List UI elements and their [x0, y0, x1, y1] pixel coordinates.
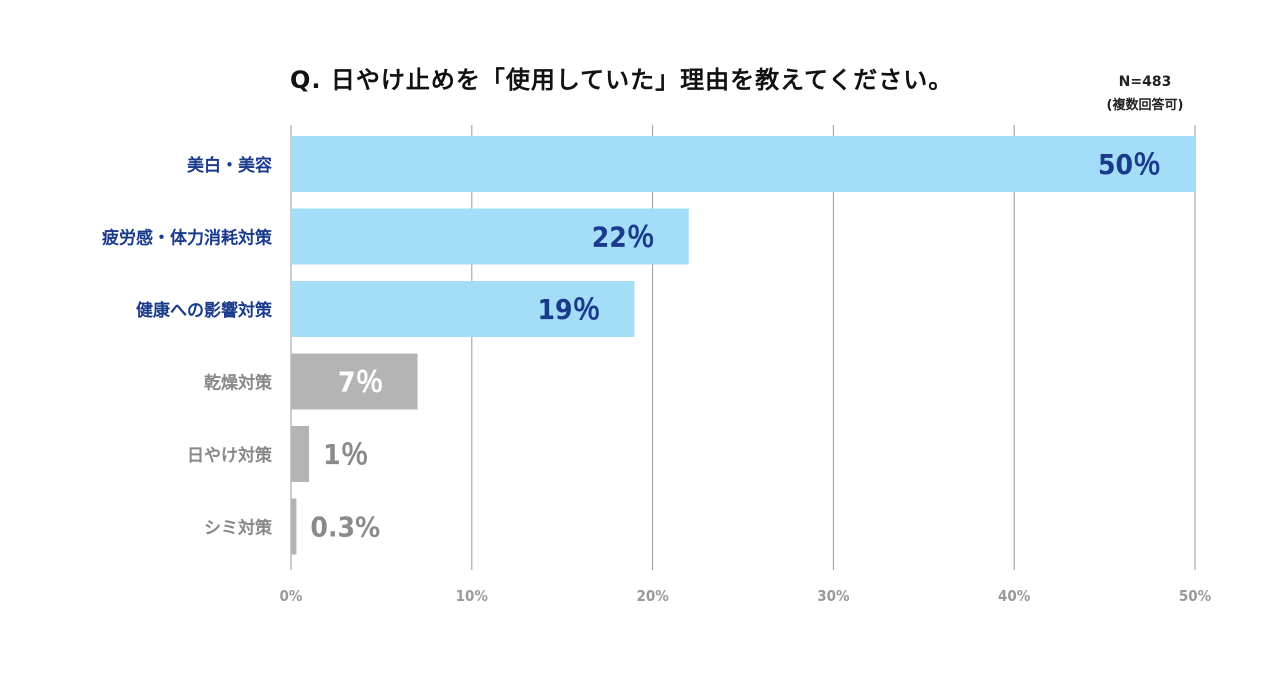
- x-tick-label: 20%: [636, 587, 669, 605]
- value-label: 22％: [592, 221, 655, 254]
- value-label: 50％: [1098, 148, 1161, 181]
- bar-layer: [291, 136, 1195, 555]
- bar: [291, 498, 297, 555]
- value-label: 19％: [537, 293, 600, 326]
- value-label: 7％: [338, 366, 384, 399]
- bar: [291, 208, 689, 265]
- page-title: Q. 日やけ止めを「使用していた」理由を教えてください。: [290, 66, 954, 94]
- category-label: 乾燥対策: [204, 373, 273, 394]
- x-tick-label: 50%: [1179, 587, 1212, 605]
- bar: [291, 426, 310, 482]
- value-label: 1％: [323, 438, 369, 471]
- x-tick-label: 30%: [817, 587, 850, 605]
- x-tick-label: 10%: [456, 587, 489, 605]
- category-label: シミ対策: [204, 518, 273, 539]
- x-tick-label: 0%: [280, 587, 303, 605]
- grid-layer: [290, 125, 1196, 570]
- value-label: 0.3%: [310, 511, 380, 544]
- sample-size: N=483: [1118, 74, 1172, 90]
- bar: [291, 136, 1195, 192]
- category-label: 疲労感・体力消耗対策: [102, 228, 273, 249]
- tick-layer: 0% 10% 20% 30% 40% 50%: [280, 587, 1212, 605]
- x-tick-label: 40%: [998, 587, 1031, 605]
- bar: [291, 281, 635, 337]
- label-layer: 美白・美容 50％ 疲労感・体力消耗対策 22％ 健康への影響対策 19％ 乾燥対策 7％ 日や…: [102, 148, 1161, 544]
- sample-note: (複数回答可): [1106, 98, 1184, 113]
- bar: [291, 353, 418, 410]
- category-label: 日やけ対策: [187, 445, 273, 466]
- category-label: 健康への影響対策: [136, 300, 273, 321]
- category-label: 美白・美容: [187, 155, 272, 176]
